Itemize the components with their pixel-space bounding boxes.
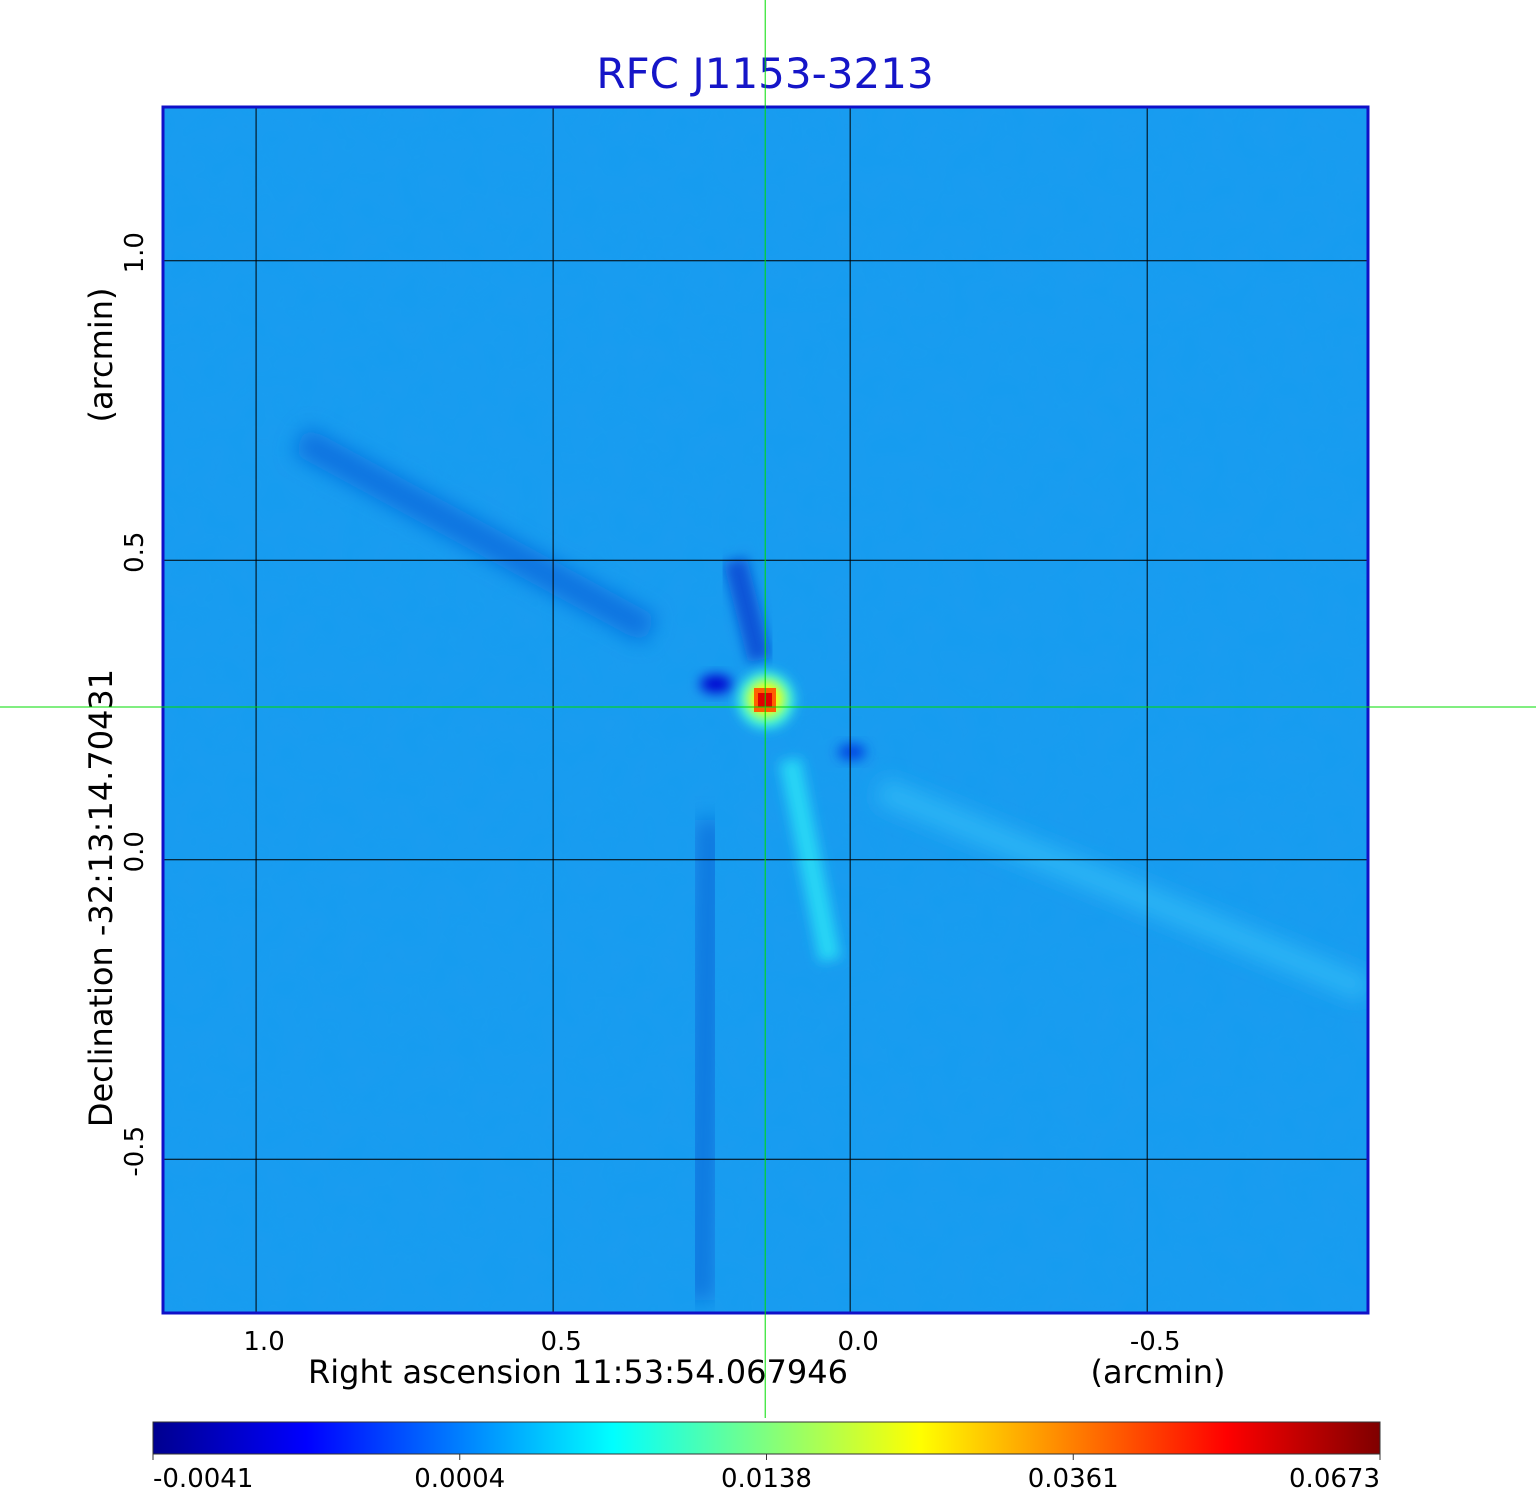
y-tick-label: -0.5	[120, 1126, 150, 1177]
colorbar-tick-label: 0.0673	[1289, 1464, 1380, 1494]
y-tick-label: 1.0	[120, 232, 150, 273]
colorbar-tick-labels: -0.0041 0.0004 0.0138 0.0361 0.0673	[152, 1454, 1381, 1494]
colorbar	[152, 1421, 1381, 1455]
colorbar-tick-label: -0.0041	[153, 1464, 253, 1494]
y-tick-label: 0.0	[120, 831, 150, 872]
source-peak	[738, 672, 794, 728]
y-axis-unit: (arcmin)	[82, 288, 120, 423]
x-tick-label: -0.5	[1130, 1327, 1181, 1357]
sidelobe-streak-s2	[685, 819, 725, 1301]
x-tick-labels: 1.0 0.5 0.0 -0.5	[243, 1327, 1180, 1357]
y-tick-labels: 1.0 0.5 0.0 -0.5	[120, 232, 150, 1177]
colorbar-tick-label: 0.0361	[1028, 1464, 1119, 1494]
y-tick-label: 0.5	[120, 532, 150, 573]
negative-lobe-w	[700, 675, 732, 693]
sidelobe-streak-nw	[292, 426, 658, 644]
colorbar-tick-label: 0.0138	[721, 1464, 812, 1494]
x-axis-label: Right ascension 11:53:54.067946	[308, 1353, 848, 1391]
y-axis-label: Declination -32:13:14.70431	[82, 669, 120, 1127]
negative-lobe-se	[838, 744, 866, 760]
x-tick-label: 0.0	[837, 1327, 878, 1357]
sidelobe-streak-se	[875, 777, 1367, 1003]
x-tick-label: 1.0	[243, 1327, 284, 1357]
sidelobe-streak-n	[723, 557, 772, 663]
x-axis-unit: (arcmin)	[1091, 1353, 1226, 1391]
colorbar-tick-label: 0.0004	[414, 1464, 505, 1494]
x-tick-label: 0.5	[540, 1327, 581, 1357]
